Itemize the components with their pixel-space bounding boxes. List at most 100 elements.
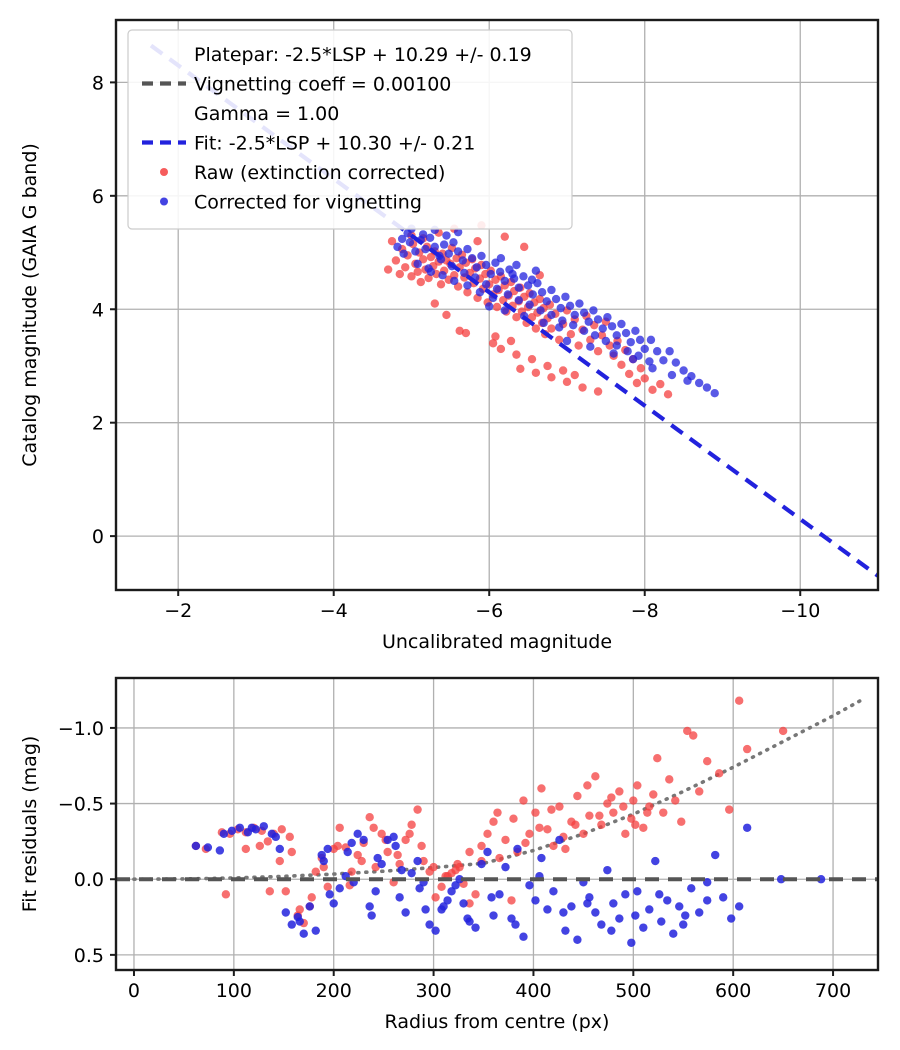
data-point bbox=[383, 265, 393, 274]
data-point bbox=[578, 383, 587, 392]
data-point bbox=[531, 324, 541, 333]
data-point bbox=[395, 269, 405, 279]
legend-label: Corrected for vignetting bbox=[194, 192, 422, 214]
x-tick-label: 200 bbox=[316, 980, 352, 1002]
data-point bbox=[203, 843, 213, 852]
data-point bbox=[543, 905, 552, 914]
data-point bbox=[547, 805, 556, 814]
data-point bbox=[621, 328, 631, 338]
data-point bbox=[612, 341, 621, 350]
data-point bbox=[461, 328, 471, 338]
x-tick-label: 400 bbox=[515, 980, 551, 1002]
data-point bbox=[569, 320, 578, 330]
data-point bbox=[631, 820, 640, 829]
data-point bbox=[734, 696, 744, 705]
data-point bbox=[525, 881, 534, 890]
data-point bbox=[329, 899, 338, 908]
data-point bbox=[615, 914, 624, 923]
data-point bbox=[421, 905, 430, 914]
data-point bbox=[590, 331, 600, 340]
data-point bbox=[353, 850, 362, 860]
data-point bbox=[496, 254, 506, 263]
data-point bbox=[549, 841, 558, 851]
data-point bbox=[475, 288, 485, 297]
data-point bbox=[531, 808, 540, 817]
data-point bbox=[449, 238, 458, 247]
data-point bbox=[455, 875, 464, 884]
data-point bbox=[531, 896, 540, 905]
data-point bbox=[607, 926, 616, 935]
data-point bbox=[477, 841, 486, 851]
data-point bbox=[227, 826, 237, 836]
data-point bbox=[500, 306, 509, 315]
data-point bbox=[520, 242, 529, 252]
data-point bbox=[477, 251, 486, 261]
data-point bbox=[387, 236, 397, 246]
data-point bbox=[653, 753, 662, 763]
data-point bbox=[561, 844, 570, 854]
data-point bbox=[444, 249, 453, 258]
data-point bbox=[539, 318, 548, 328]
data-point bbox=[343, 847, 352, 857]
data-point bbox=[527, 275, 537, 284]
data-point bbox=[574, 341, 583, 350]
data-point bbox=[555, 802, 564, 811]
data-point bbox=[425, 233, 435, 242]
data-point bbox=[669, 929, 678, 938]
data-point bbox=[419, 856, 428, 866]
data-point bbox=[471, 923, 480, 932]
data-point bbox=[399, 249, 408, 258]
data-point bbox=[567, 902, 576, 911]
data-point bbox=[734, 902, 744, 911]
data-point bbox=[816, 875, 826, 884]
data-point bbox=[558, 316, 567, 325]
data-point bbox=[570, 310, 579, 320]
data-point bbox=[491, 332, 500, 341]
data-point bbox=[453, 859, 462, 869]
data-point bbox=[514, 295, 523, 305]
data-point bbox=[535, 823, 544, 832]
data-point bbox=[665, 347, 674, 356]
data-point bbox=[537, 784, 546, 793]
data-point bbox=[645, 357, 654, 366]
data-point bbox=[255, 841, 265, 851]
data-point bbox=[285, 832, 294, 842]
data-point bbox=[525, 300, 534, 309]
data-point bbox=[415, 884, 424, 893]
data-point bbox=[425, 920, 434, 929]
data-point bbox=[535, 294, 544, 304]
data-point bbox=[503, 290, 513, 299]
data-point bbox=[603, 865, 612, 875]
data-point bbox=[271, 832, 280, 842]
data-point bbox=[695, 908, 704, 917]
data-point bbox=[583, 899, 592, 908]
data-point bbox=[442, 310, 451, 320]
data-point bbox=[513, 844, 522, 854]
data-point bbox=[395, 893, 404, 902]
data-point bbox=[710, 388, 719, 398]
data-point bbox=[575, 299, 584, 308]
data-point bbox=[335, 823, 344, 832]
data-point bbox=[597, 820, 606, 829]
fit-residuals-plot: 0 100 200 300 400 500 600 700 0.5 0.0 −0.5 −1.0 Radi… bbox=[19, 676, 880, 1033]
data-point bbox=[597, 920, 606, 929]
data-point bbox=[719, 893, 728, 902]
data-point bbox=[401, 263, 410, 272]
data-point bbox=[627, 938, 636, 947]
data-point bbox=[607, 322, 617, 331]
data-point bbox=[430, 299, 439, 308]
x-tick-label: 500 bbox=[615, 980, 651, 1002]
data-point bbox=[418, 230, 428, 239]
data-point bbox=[421, 244, 430, 254]
data-point bbox=[467, 254, 477, 263]
data-point bbox=[481, 260, 491, 270]
data-point bbox=[473, 236, 482, 246]
data-point bbox=[413, 259, 422, 269]
data-point bbox=[521, 838, 530, 848]
data-point bbox=[451, 881, 460, 890]
data-point bbox=[416, 277, 425, 287]
data-point bbox=[397, 865, 406, 875]
data-point bbox=[413, 856, 422, 866]
data-point bbox=[295, 905, 304, 914]
data-point bbox=[675, 902, 684, 911]
